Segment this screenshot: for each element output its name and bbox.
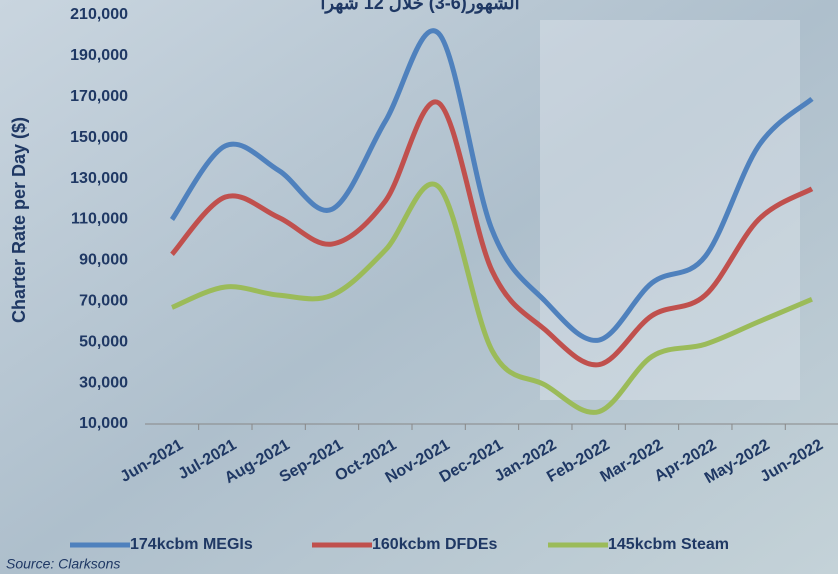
legend-label: 145kcbm Steam [608,536,729,553]
chart-title: الشهور(6-3) خلال 12 شهراً [319,0,519,14]
y-tick-label: 150,000 [70,129,128,146]
source: Source: Clarksons [6,556,120,572]
legend-label: 174kcbm MEGIs [130,536,253,553]
y-tick-label: 70,000 [79,293,128,310]
y-tick-label: 30,000 [79,374,128,391]
y-tick-label: 90,000 [79,252,128,269]
y-axis-label: Charter Rate per Day ($) [9,117,29,323]
y-tick-label: 210,000 [70,6,128,23]
legend-label: 160kcbm DFDEs [372,536,497,553]
y-tick-label: 110,000 [71,211,128,228]
y-tick-label: 50,000 [79,333,128,350]
ship-backdrop [540,20,800,400]
line-series [169,28,814,343]
y-tick-label: 130,000 [70,170,128,187]
y-tick-label: 190,000 [70,47,128,64]
y-tick-label: 170,000 [70,88,128,105]
line-series [171,181,813,415]
y-tick-label: 10,000 [79,415,128,432]
line-series [170,99,814,368]
